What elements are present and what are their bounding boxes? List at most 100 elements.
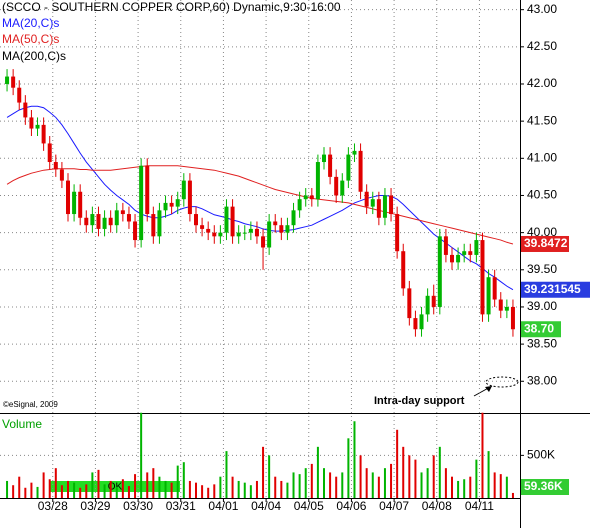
x-tick-label: 03/29 xyxy=(80,499,110,513)
volume-bar xyxy=(60,485,63,498)
volume-bar xyxy=(152,468,155,498)
candle-body xyxy=(425,295,430,315)
volume-bar xyxy=(115,486,118,498)
volume-bar xyxy=(298,474,301,498)
candle-body xyxy=(352,150,357,155)
candle-body xyxy=(291,210,296,226)
volume-bar xyxy=(432,455,435,498)
copyright: ©eSignal, 2009 xyxy=(3,400,58,409)
volume-bar xyxy=(164,480,167,498)
volume-bar xyxy=(420,472,423,498)
legend-entry: MA(200,C)s xyxy=(2,49,66,63)
candle-body xyxy=(401,251,406,289)
moving-average-line xyxy=(6,105,514,291)
candle-body xyxy=(78,191,83,218)
volume-bar xyxy=(262,446,265,498)
y-tick-label: 40.00 xyxy=(527,225,557,239)
candle-body xyxy=(492,277,497,300)
y-tick-label: 41.00 xyxy=(527,150,557,164)
volume-bar xyxy=(481,412,484,498)
candle-body xyxy=(145,165,150,215)
x-tick-label: 04/04 xyxy=(251,499,281,513)
candle-body xyxy=(230,206,235,237)
volume-bar xyxy=(451,476,453,498)
candle-body xyxy=(139,165,144,241)
volume-bar xyxy=(225,451,228,498)
volume-bar xyxy=(414,459,417,498)
candle-body xyxy=(35,124,40,129)
candle-body xyxy=(236,232,241,237)
candle-body xyxy=(486,277,491,315)
candle-body xyxy=(334,176,339,196)
candle-body xyxy=(157,210,162,237)
volume-bar xyxy=(323,468,325,498)
x-tick-label: 04/07 xyxy=(379,499,409,513)
volume-bar xyxy=(30,482,33,498)
value-marker-label: 38.70 xyxy=(524,321,554,335)
candle-body xyxy=(346,154,351,181)
volume-bar xyxy=(24,487,27,498)
volume-bar xyxy=(353,421,356,498)
candle-body xyxy=(72,191,77,215)
candle-body xyxy=(66,180,70,215)
candle-body xyxy=(120,210,125,215)
status-label: OK xyxy=(108,482,123,493)
candle-body xyxy=(273,221,278,226)
value-marker-label: 39.8472 xyxy=(524,236,568,250)
candle-body xyxy=(102,217,107,229)
y-tick-label: 500K xyxy=(527,448,555,462)
candle-body xyxy=(364,191,369,207)
volume-bar xyxy=(347,438,350,498)
volume-bar xyxy=(42,472,45,498)
candle-body xyxy=(340,180,345,196)
volume-bar xyxy=(365,468,368,498)
volume-bar xyxy=(103,484,106,498)
volume-bar xyxy=(493,472,496,498)
candle-body xyxy=(90,214,95,226)
candle-body xyxy=(267,221,272,248)
volume-title: Volume xyxy=(2,417,42,431)
y-tick-label: 42.50 xyxy=(527,39,557,53)
volume-bar xyxy=(487,451,490,498)
volume-bar xyxy=(237,480,240,498)
candle-body xyxy=(450,254,454,263)
y-tick-label: 40.50 xyxy=(527,188,557,202)
volume-bar xyxy=(274,476,277,498)
x-tick-label: 04/11 xyxy=(465,499,494,513)
candle-body xyxy=(187,180,192,215)
candle-body xyxy=(126,214,131,222)
candle-body xyxy=(23,102,28,118)
volume-bar xyxy=(176,465,179,498)
candle-body xyxy=(389,195,394,215)
candle-body xyxy=(480,240,485,315)
annotation-arrowhead xyxy=(485,386,492,392)
candle-body xyxy=(133,221,138,241)
candle-body xyxy=(29,117,34,129)
volume-bar xyxy=(213,484,216,498)
candle-body xyxy=(413,318,418,330)
volume-bar xyxy=(396,429,399,498)
candle-body xyxy=(297,199,302,211)
volume-bar xyxy=(329,472,332,498)
candle-body xyxy=(437,236,442,307)
candle-body xyxy=(41,124,46,144)
x-tick-label: 04/05 xyxy=(294,499,324,513)
candle-body xyxy=(84,217,89,226)
volume-bar xyxy=(134,474,137,498)
volume-bar xyxy=(402,446,405,498)
y-tick-label: 39.00 xyxy=(527,299,557,313)
value-marker-box xyxy=(521,321,561,338)
candle-body xyxy=(169,202,174,207)
candle-body xyxy=(358,150,363,192)
candle-body xyxy=(194,214,198,226)
volume-bar xyxy=(390,463,393,498)
volume-bar xyxy=(79,487,82,498)
status-bar xyxy=(50,481,180,492)
candle-body xyxy=(474,240,479,255)
volume-bar xyxy=(371,472,374,498)
x-tick-label: 04/08 xyxy=(422,499,452,513)
candle-body xyxy=(382,195,387,218)
volume-bar xyxy=(511,492,514,498)
